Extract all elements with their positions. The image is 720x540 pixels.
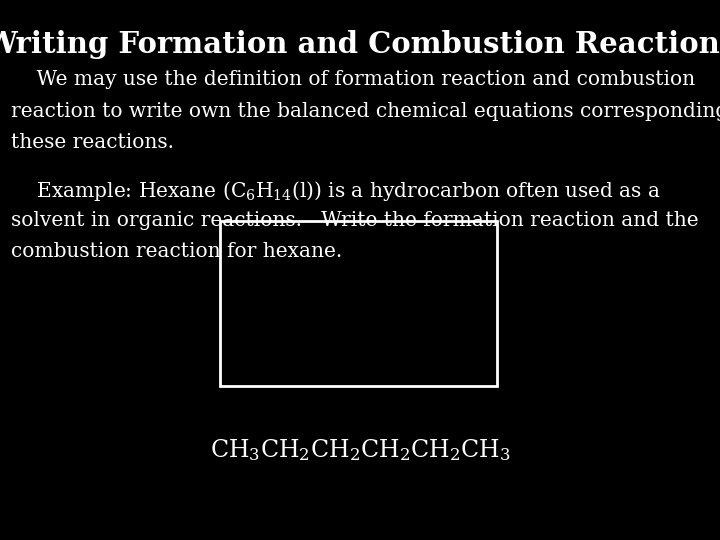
Text: combustion reaction for hexane.: combustion reaction for hexane. xyxy=(11,242,342,261)
Text: |     |     |     |     |     |: | | | | | | xyxy=(189,268,527,286)
Text: H   H   H   H   H   H: H H H H H H xyxy=(244,356,472,374)
Text: H   H   H   H   H   H: H H H H H H xyxy=(244,239,472,256)
Text: $\mathregular{CH_3CH_2CH_2CH_2CH_2CH_3}$: $\mathregular{CH_3CH_2CH_2CH_2CH_2CH_3}$ xyxy=(210,437,510,463)
Text: |     |     |     |     |     |: | | | | | | xyxy=(189,325,527,343)
Text: We may use the definition of formation reaction and combustion: We may use the definition of formation r… xyxy=(11,70,695,89)
Text: Writing Formation and Combustion Reactions: Writing Formation and Combustion Reactio… xyxy=(0,30,720,59)
Text: reaction to write own the balanced chemical equations corresponding to: reaction to write own the balanced chemi… xyxy=(11,102,720,120)
Text: solvent in organic reactions.   Write the formation reaction and the: solvent in organic reactions. Write the … xyxy=(11,211,698,229)
Text: H−C−C−C−C−C−H: H−C−C−C−C−C−H xyxy=(287,296,429,314)
Text: Example: Hexane ($\mathregular{C_6H_{14}}$(l)) is a hydrocarbon often used as a: Example: Hexane ($\mathregular{C_6H_{14}… xyxy=(11,179,661,203)
Text: these reactions.: these reactions. xyxy=(11,133,174,152)
